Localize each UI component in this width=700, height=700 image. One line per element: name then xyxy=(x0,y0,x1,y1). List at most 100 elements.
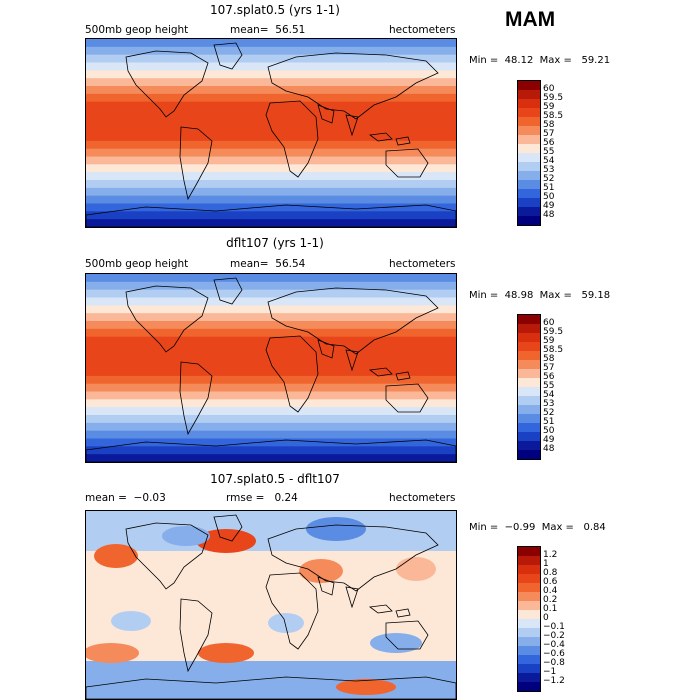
panel-1-mean: mean= 56.51 xyxy=(230,24,306,36)
contour-band xyxy=(86,281,456,291)
coastline xyxy=(317,104,335,124)
contour-blob xyxy=(299,559,343,583)
colorbar-swatch xyxy=(518,423,540,432)
coastline xyxy=(368,604,393,614)
coastline xyxy=(267,287,439,355)
colorbar-swatch xyxy=(518,144,540,153)
coastline xyxy=(213,42,243,70)
contour-band xyxy=(86,219,456,227)
contour-band xyxy=(86,180,456,189)
coastline xyxy=(267,524,439,592)
panel-2-title: dflt107 (yrs 1-1) xyxy=(226,236,324,250)
colorbar-tick-label: −0.8 xyxy=(543,657,565,668)
contour-band xyxy=(86,46,456,56)
colorbar-tick-label: 55 xyxy=(543,380,555,391)
panel-1-units: hectometers xyxy=(389,24,456,36)
contour-band xyxy=(86,195,456,204)
colorbar-swatch xyxy=(518,117,540,126)
contour-blob xyxy=(306,517,366,541)
colorbar-swatch xyxy=(518,610,540,619)
coastline xyxy=(395,136,411,146)
colorbar-tick-label: 54 xyxy=(543,389,555,400)
contour-blob xyxy=(370,633,422,653)
contour-band xyxy=(86,211,456,220)
coastline xyxy=(179,598,213,673)
colorbar-tick-label: −0.4 xyxy=(543,639,565,650)
coastline xyxy=(385,148,429,178)
panel-3-mean: mean = −0.03 xyxy=(85,492,166,504)
contour-band xyxy=(86,368,456,377)
coastline xyxy=(125,50,209,118)
colorbar-tick-label: 0.4 xyxy=(543,585,558,596)
coastline xyxy=(125,522,209,590)
colorbar-tick-label: 50 xyxy=(543,425,555,436)
colorbar-tick-label: 53 xyxy=(543,398,555,409)
colorbar-swatch xyxy=(518,450,540,459)
contour-band xyxy=(86,407,456,416)
coastline xyxy=(86,204,456,227)
colorbar-tick-label: 57 xyxy=(543,128,555,139)
contour-band xyxy=(86,62,456,71)
colorbar-tick-label: 52 xyxy=(543,173,555,184)
colorbar-tick-label: 51 xyxy=(543,182,555,193)
contour-blob xyxy=(94,544,138,568)
panel-3-colorbar xyxy=(517,546,541,692)
colorbar-swatch xyxy=(518,90,540,99)
coastline xyxy=(213,277,243,305)
contour-band xyxy=(86,117,456,126)
panel-2-field-label: 500mb geop height xyxy=(85,258,189,270)
colorbar-swatch xyxy=(518,441,540,450)
panel-3-minmax: Min = −0.99 Max = 0.84 xyxy=(469,522,606,533)
contour-blob xyxy=(162,526,210,546)
contour-band xyxy=(86,511,456,551)
colorbar-swatch xyxy=(518,342,540,351)
contour-blob xyxy=(196,529,256,553)
contour-band xyxy=(86,101,456,110)
contour-band xyxy=(86,156,456,165)
colorbar-tick-label: 55 xyxy=(543,146,555,157)
colorbar-swatch xyxy=(518,135,540,144)
contour-band xyxy=(86,70,456,79)
contour-band xyxy=(86,297,456,306)
colorbar-swatch xyxy=(518,574,540,583)
colorbar-swatch xyxy=(518,655,540,664)
coastline xyxy=(385,383,429,413)
contour-band xyxy=(86,274,456,283)
colorbar-tick-label: 59.5 xyxy=(543,92,564,103)
coastline xyxy=(265,572,319,650)
coastline xyxy=(86,439,456,462)
contour-band xyxy=(86,140,456,150)
colorbar-swatch xyxy=(518,432,540,441)
contour-band xyxy=(86,133,456,142)
panel-3-map xyxy=(85,510,457,700)
coastline xyxy=(368,132,393,142)
colorbar-swatch xyxy=(518,405,540,414)
colorbar-tick-label: 58.5 xyxy=(543,344,564,355)
colorbar-swatch xyxy=(518,637,540,646)
colorbar-tick-label: −1 xyxy=(543,666,557,677)
colorbar-tick-label: 48 xyxy=(543,209,555,220)
coastline xyxy=(86,676,456,699)
contour-blob xyxy=(336,679,396,695)
colorbar-swatch xyxy=(518,556,540,565)
colorbar-tick-label: 56 xyxy=(543,371,555,382)
coastline xyxy=(267,52,439,120)
contour-blob xyxy=(396,557,436,581)
contour-band xyxy=(86,93,456,103)
colorbar-swatch xyxy=(518,414,540,423)
contour-blob xyxy=(111,611,151,631)
colorbar-tick-label: 0.1 xyxy=(543,603,558,614)
colorbar-swatch xyxy=(518,189,540,198)
contour-blob xyxy=(86,643,139,663)
contour-band xyxy=(86,375,456,385)
contour-blob xyxy=(268,613,304,633)
contour-band xyxy=(86,352,456,361)
colorbar-swatch xyxy=(518,378,540,387)
panel-1-map xyxy=(85,38,457,228)
coastline xyxy=(179,126,213,201)
contour-band xyxy=(86,454,456,462)
contour-band xyxy=(86,415,456,424)
contour-band xyxy=(86,109,456,118)
colorbar-tick-label: −0.2 xyxy=(543,630,565,641)
colorbar-swatch xyxy=(518,216,540,225)
